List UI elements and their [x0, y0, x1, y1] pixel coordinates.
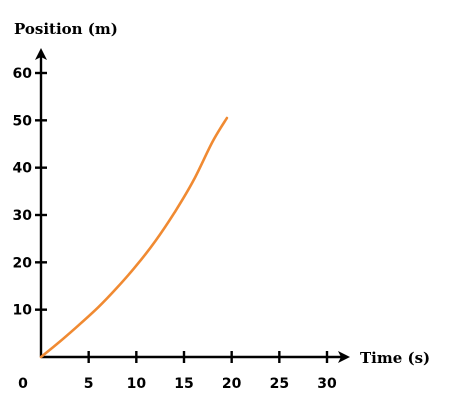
origin-label: 0: [18, 376, 28, 392]
y-tick-label-4: 50: [13, 113, 33, 129]
x-axis-arrow-icon: [338, 351, 350, 363]
x-tick-label-4: 25: [270, 376, 289, 392]
y-tick-label-1: 20: [13, 255, 33, 271]
x-axis-title: Time (s): [360, 349, 430, 367]
series-line-0: [39, 116, 229, 359]
y-tick-label-5: 60: [13, 66, 33, 82]
y-tick-label-2: 30: [13, 208, 33, 224]
x-tick-label-5: 30: [317, 376, 337, 392]
x-tick-label-0: 5: [84, 376, 94, 392]
x-tick-label-1: 10: [127, 376, 147, 392]
y-axis-title: Position (m): [14, 20, 118, 38]
y-ticks: 10 20 30 40 50 60: [13, 66, 47, 319]
x-tick-label-2: 15: [174, 376, 193, 392]
y-tick-label-0: 10: [13, 303, 33, 319]
series-layer: [39, 116, 229, 359]
y-tick-label-3: 40: [13, 161, 33, 177]
x-tick-label-3: 20: [222, 376, 242, 392]
x-ticks: 5 10 15 20 25 30: [84, 351, 337, 392]
y-axis-arrow-icon: [35, 48, 47, 60]
